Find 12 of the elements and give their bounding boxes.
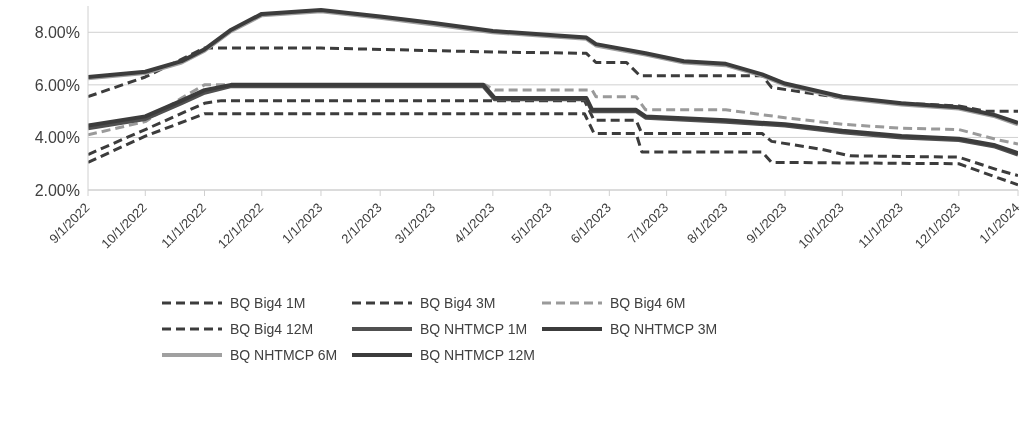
y-tick-label: 2.00% [34,181,80,199]
legend-label: BQ NHTMCP 3M [610,321,718,337]
legend-label: BQ Big4 6M [610,295,686,311]
legend-label: BQ Big4 1M [230,295,306,311]
legend-label: BQ Big4 3M [420,295,496,311]
legend-label: BQ Big4 12M [230,321,314,337]
legend-label: BQ NHTMCP 12M [420,347,535,363]
legend-label: BQ NHTMCP 6M [230,347,338,363]
y-tick-label: 8.00% [34,23,80,41]
y-tick-label: 4.00% [34,129,80,147]
legend-label: BQ NHTMCP 1M [420,321,528,337]
y-tick-label: 6.00% [34,76,80,94]
